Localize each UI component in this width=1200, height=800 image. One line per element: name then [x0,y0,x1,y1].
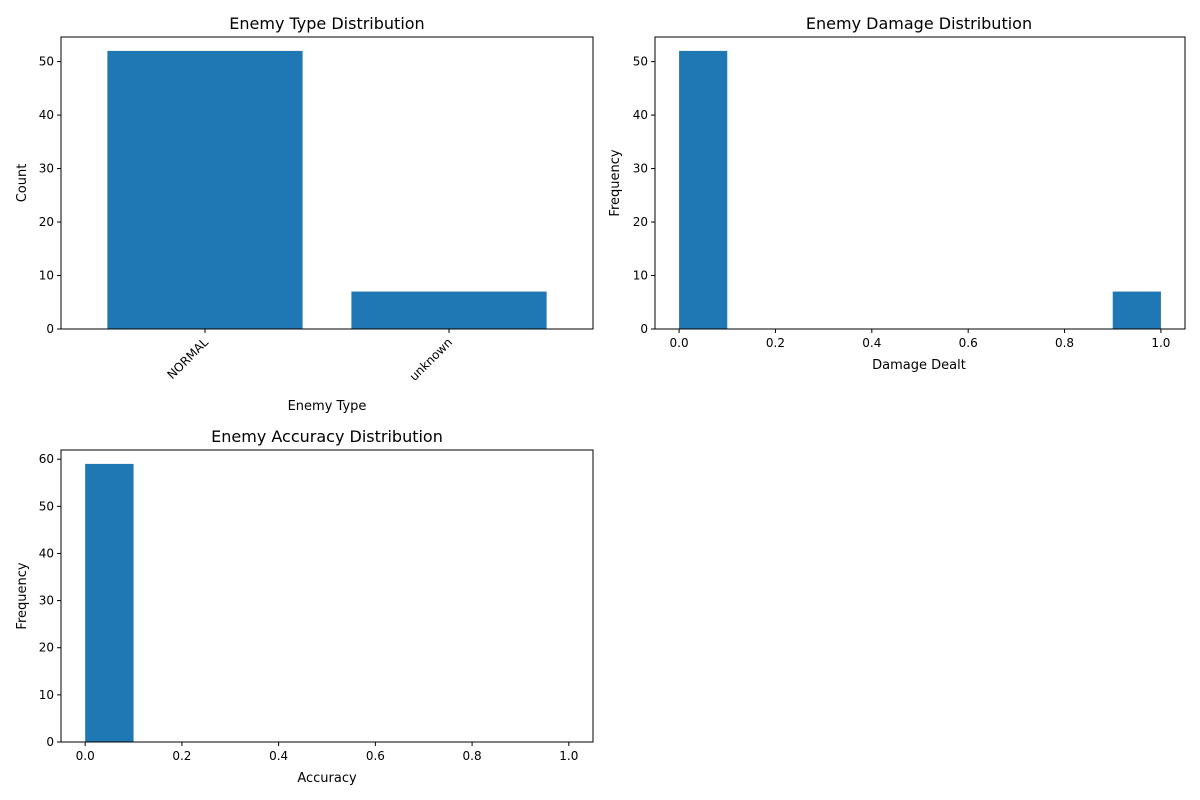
y-tick-label: 30 [633,162,648,176]
y-axis-label: Frequency [15,562,30,629]
x-tick-label: 0.2 [172,749,191,763]
chart-title: Enemy Accuracy Distribution [211,427,443,446]
enemy-accuracy-chart: Enemy Accuracy Distribution Accuracy Fre… [15,427,594,786]
plot-frame [60,449,594,743]
y-tick-label: 0 [640,322,648,336]
x-tick-label: 0.6 [366,749,385,763]
enemy-damage-chart: Enemy Damage Distribution Damage Dealt F… [608,14,1186,373]
x-tick-label: 0.0 [76,749,95,763]
plot-frame [60,36,594,330]
y-tick-label: 0 [46,322,54,336]
chart-title: Enemy Damage Distribution [806,14,1032,33]
x-tick-label: 0.6 [959,336,978,350]
y-tick-label: 50 [633,55,648,69]
x-tick-label: 0.8 [1055,336,1074,350]
x-axis-label: Damage Dealt [872,358,966,373]
y-tick-label: 40 [39,546,54,560]
y-tick-label: 50 [39,55,54,69]
x-tick-label: 0.8 [463,749,482,763]
histogram-bar [85,463,134,742]
y-tick-label: 20 [633,215,648,229]
y-tick-label: 40 [633,108,648,122]
y-tick-label: 20 [39,641,54,655]
y-tick-label: 30 [39,594,54,608]
y-tick-label: 40 [39,108,54,122]
x-tick-label: 0.4 [269,749,288,763]
plot-frame [654,36,1186,330]
chart-title: Enemy Type Distribution [229,14,424,33]
histogram-bar [1112,291,1161,329]
x-axis-label: Accuracy [297,771,357,786]
x-tick-label: 0.2 [766,336,785,350]
x-tick-label: 1.0 [559,749,578,763]
bar [107,50,303,330]
bar [351,291,547,329]
y-tick-label: 0 [46,735,54,749]
y-tick-label: 50 [39,499,54,513]
y-tick-label: 30 [39,162,54,176]
y-tick-label: 60 [39,452,54,466]
y-tick-label: 10 [39,688,54,702]
x-tick-label: 0.4 [862,336,881,350]
y-axis-label: Frequency [608,149,623,216]
x-tick-label: 0.0 [670,336,689,350]
y-tick-label: 10 [39,269,54,283]
x-axis-label: Enemy Type [288,399,367,414]
y-axis-label: Count [15,164,30,203]
histogram-bar [679,50,728,330]
x-tick-label: 1.0 [1151,336,1170,350]
y-tick-label: 10 [633,269,648,283]
y-tick-label: 20 [39,215,54,229]
